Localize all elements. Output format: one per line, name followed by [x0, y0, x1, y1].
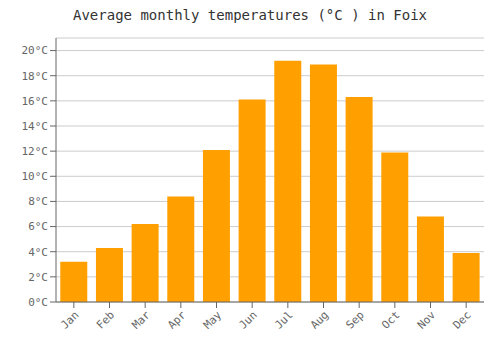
svg-text:6°C: 6°C: [28, 220, 48, 233]
svg-text:May: May: [201, 308, 225, 332]
svg-text:4°C: 4°C: [28, 246, 48, 259]
svg-text:Dec: Dec: [451, 308, 474, 331]
svg-text:Sep: Sep: [344, 308, 367, 331]
svg-text:Jan: Jan: [58, 308, 81, 331]
svg-text:12°C: 12°C: [22, 145, 49, 158]
svg-text:Mar: Mar: [130, 308, 154, 332]
svg-text:Nov: Nov: [415, 308, 439, 332]
html-text:Average monthly temperatures (: Average monthly temperatures (°C ) in Fo…: [73, 7, 427, 23]
svg-text:16°C: 16°C: [22, 95, 49, 108]
svg-text:2°C: 2°C: [28, 271, 48, 284]
svg-text:8°C: 8°C: [28, 195, 48, 208]
svg-text:14°C: 14°C: [22, 120, 49, 133]
svg-text:Aug: Aug: [308, 308, 331, 331]
svg-text:18°C: 18°C: [22, 70, 49, 83]
svg-text:10°C: 10°C: [22, 170, 49, 183]
svg-text:Jun: Jun: [237, 308, 260, 331]
svg-text:Apr: Apr: [165, 308, 189, 332]
svg-text:Oct: Oct: [379, 308, 402, 331]
svg-text:Feb: Feb: [94, 308, 117, 331]
svg-text:0°C: 0°C: [28, 296, 48, 309]
svg-text:20°C: 20°C: [22, 44, 49, 57]
svg-text:Jul: Jul: [272, 308, 295, 331]
